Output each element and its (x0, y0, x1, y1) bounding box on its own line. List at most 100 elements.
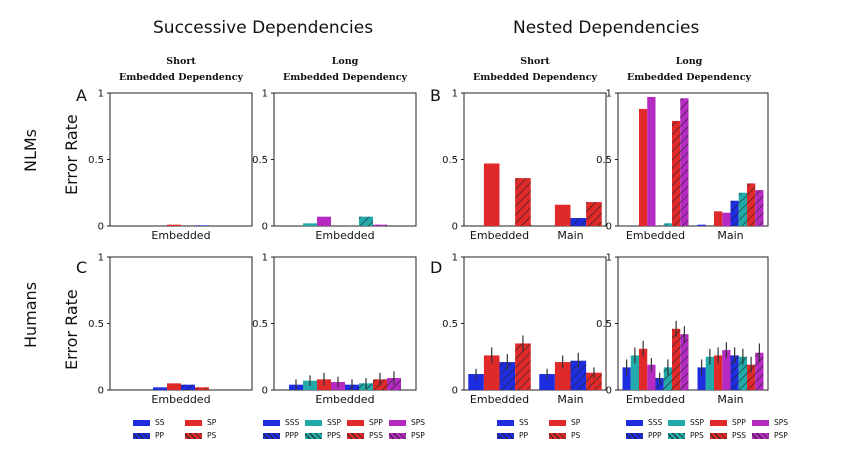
bar-hatch-B-long-PSS-Main (747, 183, 756, 226)
bar-A-short-SP-Embedded (167, 224, 181, 226)
x-tick-label-B-short: Main (557, 229, 583, 242)
bar-B-long-SSS-Main (697, 224, 706, 226)
bar-hatch-C-short-PS-Embedded (195, 387, 209, 390)
bar-B-long-SPS-Main (722, 212, 731, 226)
y-tick-label-D-long: 0.5 (596, 319, 612, 330)
subtitle-line-1: Long (331, 56, 359, 67)
bar-hatch-B-long-PPP-Main (730, 200, 739, 226)
bar-hatch-D-long-PSP-Main (755, 352, 764, 390)
bar-A-long-SPS-Embedded (317, 216, 331, 226)
y-tick-label-B-long: 1 (606, 89, 612, 100)
y-tick-label-C-short: 0 (98, 386, 104, 397)
legend-label: PSP (774, 431, 788, 440)
panel-letter-d: D (430, 258, 443, 277)
bar-hatch-D-short-PP-Main (570, 360, 587, 390)
legend-label: PPP (648, 431, 662, 440)
legend-entry-PPS: PPS (668, 431, 710, 440)
subtitle-line-1: Long (675, 56, 703, 67)
legend-entry-PS: PS (185, 431, 237, 440)
x-tick-label-D-short: Embedded (470, 393, 529, 406)
y-tick-label-D-long: 0 (606, 386, 612, 397)
legend-entry-PSP: PSP (389, 431, 431, 440)
subtitle-line-2: Embedded Dependency (626, 72, 752, 83)
legend-swatch (133, 432, 150, 439)
panel-letter-c: C (76, 258, 88, 277)
legend-label: PSS (369, 431, 384, 440)
bar-hatch-A-short-PP-Embedded (195, 225, 209, 226)
legend-label: SSS (648, 418, 663, 427)
bar-D-long-SSS-Main (697, 367, 706, 390)
x-tick-label-D-long: Embedded (626, 393, 685, 406)
legend-label: PSS (732, 431, 747, 440)
legend-swatch (497, 419, 514, 426)
bar-hatch-D-long-PSS-Embedded (672, 328, 681, 390)
bar-D-long-SSS-Embedded (622, 367, 631, 390)
bar-hatch-A-long-PSP-Embedded (373, 224, 387, 226)
legend-swatch (626, 432, 643, 439)
bar-hatch-D-long-PPP-Embedded (655, 378, 664, 390)
legend-label: PSP (411, 431, 425, 440)
legend-swatch (710, 419, 727, 426)
axes-frame-C-short (109, 256, 253, 391)
legend-swatch (668, 419, 685, 426)
legend-swatch (347, 419, 364, 426)
x-tick-label-C-long: Embedded (315, 393, 374, 406)
panel-letter-b: B (430, 86, 441, 105)
subtitle-line-2: Embedded Dependency (282, 72, 408, 83)
legend-entry-PPS: PPS (305, 431, 347, 440)
legend-swatch (305, 419, 322, 426)
legend-entry-SPS: SPS (752, 418, 794, 427)
legend-entry-PP: PP (133, 431, 185, 440)
legend-label: PS (207, 431, 217, 440)
legend-swatch (305, 432, 322, 439)
legend-label: PPS (690, 431, 704, 440)
bar-D-short-SP-Main (554, 362, 571, 390)
legend-entry-PSP: PSP (752, 431, 794, 440)
legend-label: PPS (327, 431, 341, 440)
y-tick-label-A-long: 1 (262, 89, 268, 100)
subtitle-line-1: Short (520, 56, 550, 67)
axes-frame-A-long (273, 92, 417, 227)
legend-swatch (185, 419, 202, 426)
legend-entry-SSP: SSP (668, 418, 710, 427)
legend-label: SP (207, 418, 217, 427)
bar-hatch-B-long-PSP-Embedded (680, 98, 689, 226)
bar-C-short-SS-Embedded (153, 387, 167, 390)
y-tick-label-C-short: 1 (98, 253, 104, 264)
legend-label: SSS (285, 418, 300, 427)
bar-hatch-B-long-PSS-Embedded (672, 120, 681, 226)
legend-swatch (263, 432, 280, 439)
bar-A-long-SSP-Embedded (303, 223, 317, 226)
bar-hatch-D-long-PSP-Embedded (680, 334, 689, 390)
bar-C-short-SP-Embedded (167, 383, 181, 390)
legend-entry-PPP: PPP (263, 431, 305, 440)
y-tick-label-C-long: 0.5 (252, 319, 268, 330)
legend-swatch (133, 419, 150, 426)
legend-entry-SP: SP (549, 418, 601, 427)
subtitle-successive-short: Short Embedded Dependency (110, 54, 252, 86)
legend-label: SPP (369, 418, 383, 427)
y-tick-label-D-short: 0.5 (442, 319, 458, 330)
legend-successive-short: SS SP PP PS (133, 418, 237, 440)
y-tick-label-B-short: 1 (452, 89, 458, 100)
y-tick-label-D-short: 1 (452, 253, 458, 264)
legend-entry-SPS: SPS (389, 418, 431, 427)
x-tick-label-D-short: Main (557, 393, 583, 406)
subtitle-line-1: Short (166, 56, 196, 67)
legend-entry-PS: PS (549, 431, 601, 440)
legend-entry-PP: PP (497, 431, 549, 440)
legend-successive-long: SSS SSP SPP SPS PPP PPS PSS PSP (263, 418, 431, 440)
legend-entry-SP: SP (185, 418, 237, 427)
bar-D-short-SS-Embedded (468, 374, 484, 390)
legend-label: PP (519, 431, 529, 440)
legend-nested-long: SSS SSP SPP SPS PPP PPS PSS PSP (626, 418, 794, 440)
legend-label: SS (519, 418, 529, 427)
legend-swatch (389, 432, 406, 439)
bar-hatch-B-long-PPS-Embedded (663, 223, 672, 226)
x-tick-label-C-short: Embedded (151, 393, 210, 406)
y-tick-label-A-short: 0.5 (88, 155, 104, 166)
y-tick-label-C-long: 1 (262, 253, 268, 264)
bar-hatch-B-short-PS-Embedded (515, 178, 531, 226)
bar-B-short-SP-Main (554, 204, 571, 226)
